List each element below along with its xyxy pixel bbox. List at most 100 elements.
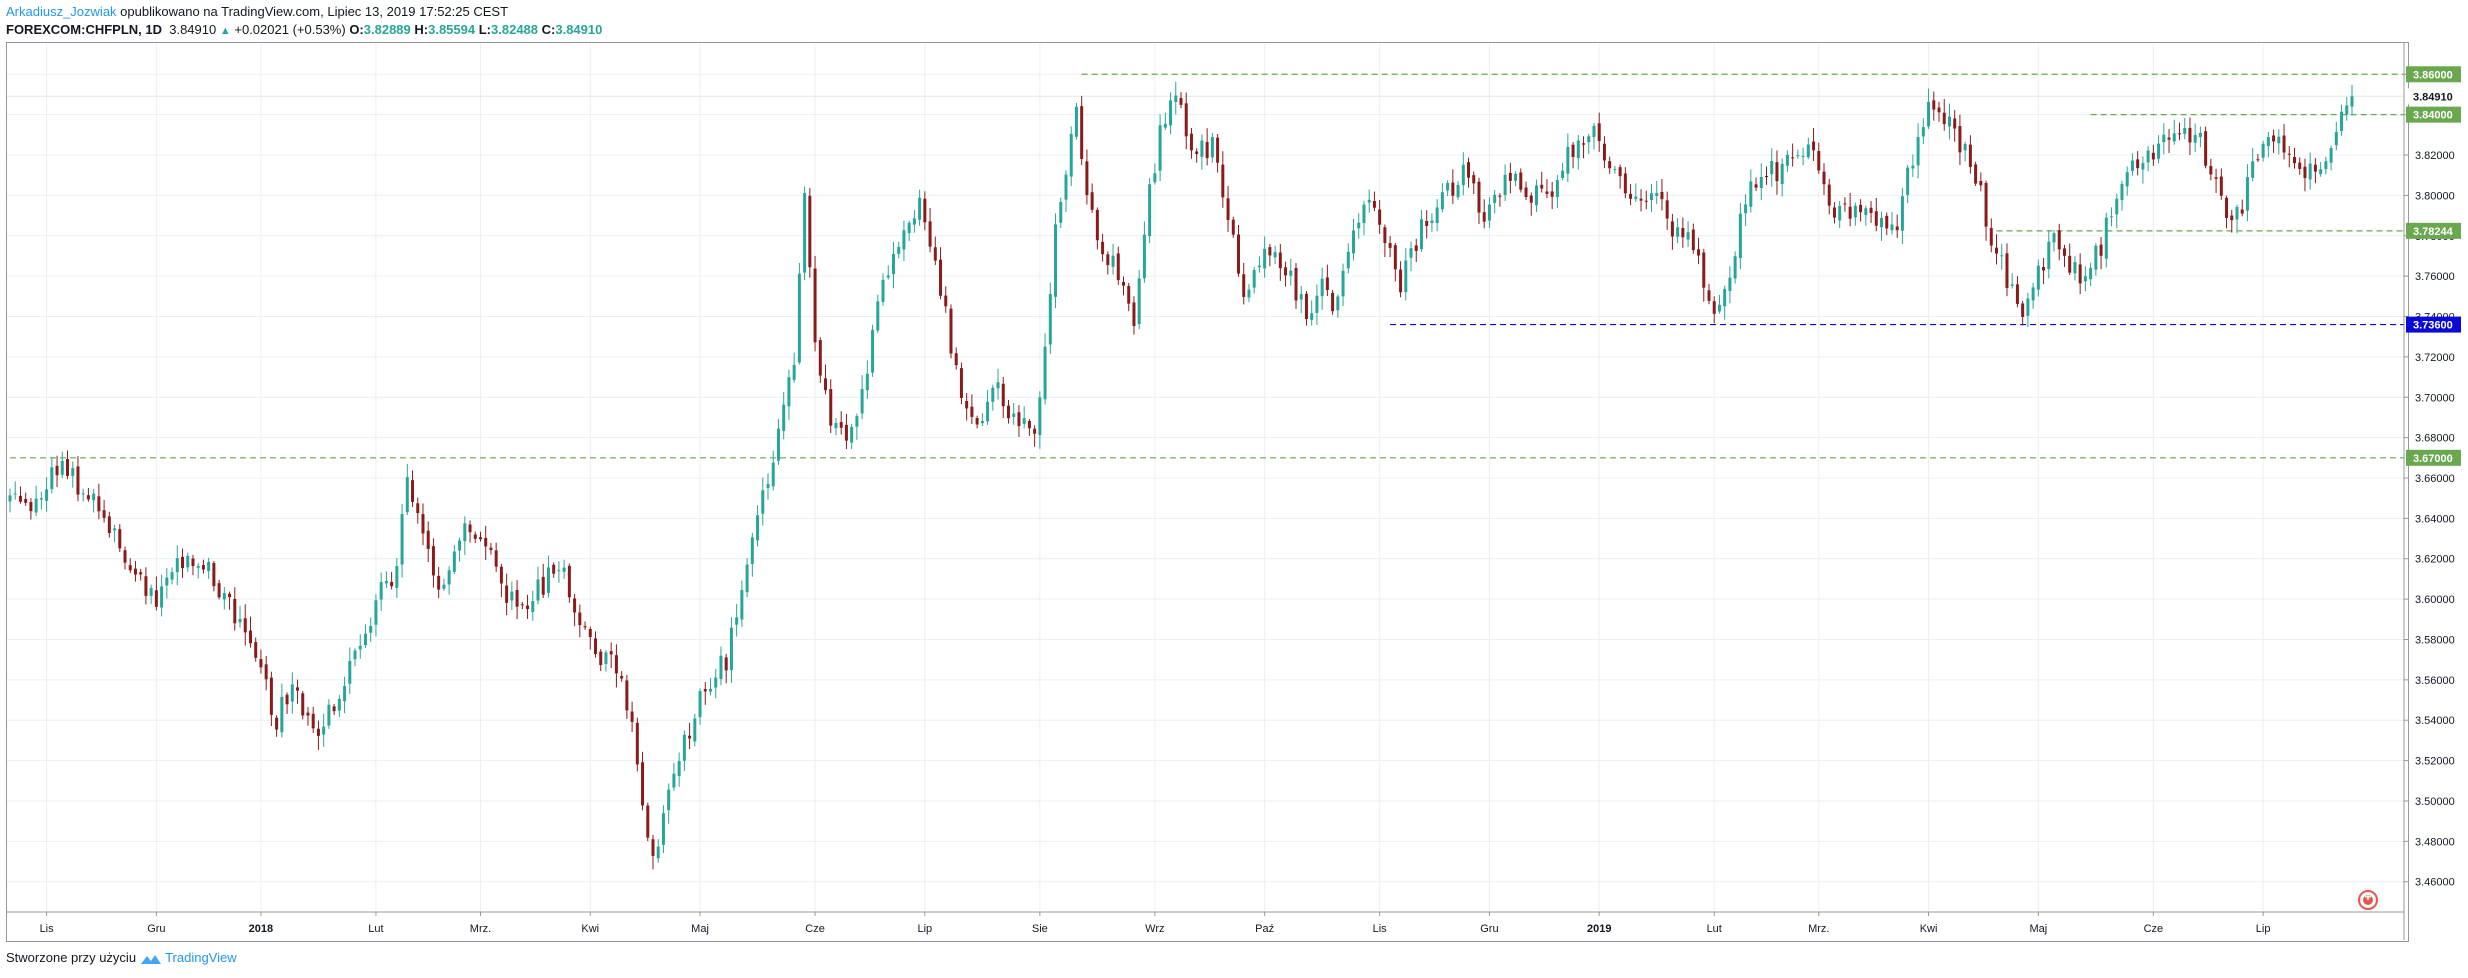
candle-body: [2026, 298, 2030, 316]
candle-body: [2225, 197, 2229, 218]
candle-body: [212, 563, 216, 587]
candle-body: [275, 717, 279, 730]
candle-body: [2021, 303, 2025, 317]
y-tick-label: 3.48000: [2415, 836, 2455, 848]
candle-body: [395, 566, 399, 588]
candle-body: [1132, 302, 1136, 327]
candle-body: [1153, 173, 1157, 183]
candle-body: [1169, 100, 1173, 126]
candle-body: [1927, 101, 1931, 127]
candle-body: [1226, 198, 1230, 221]
candle-body: [1629, 193, 1633, 199]
y-tick-label: 3.82000: [2415, 150, 2455, 162]
candle-body: [954, 353, 958, 366]
y-tick-label: 3.60000: [2415, 594, 2455, 606]
candle-body: [60, 460, 64, 475]
candle-body: [2350, 96, 2354, 107]
y-tick-label: 3.50000: [2415, 796, 2455, 808]
candle-body: [416, 503, 420, 514]
candle-body: [1399, 269, 1403, 293]
candle-body: [1634, 196, 1638, 200]
candle-body: [374, 600, 378, 625]
candle-body: [1383, 227, 1387, 243]
tradingview-brand-link[interactable]: TradingView: [165, 950, 237, 965]
candle-body: [170, 572, 174, 580]
candle-body: [1995, 247, 1999, 254]
candle-body: [834, 422, 838, 429]
chart-frame[interactable]: [6, 42, 2409, 942]
candle-body: [1686, 232, 1690, 240]
candle-body: [2089, 267, 2093, 280]
candle-body: [1357, 222, 1361, 229]
published-text: opublikowano na TradingView.com, Lipiec …: [120, 4, 509, 19]
y-tick-label: 3.64000: [2415, 513, 2455, 525]
author-link[interactable]: Arkadiusz_Jozwiak: [6, 4, 117, 19]
candle-body: [2031, 287, 2035, 301]
candle-body: [766, 484, 770, 489]
candle-body: [1885, 215, 1889, 229]
candle-body: [745, 564, 749, 593]
candle-body: [933, 247, 937, 261]
candle-body: [1540, 184, 1544, 189]
candle-body: [1352, 230, 1356, 254]
candle-body: [2198, 132, 2202, 138]
candle-body: [1289, 270, 1293, 276]
candle-body: [2073, 262, 2077, 274]
candle-body: [353, 650, 357, 660]
candle-body: [520, 604, 524, 606]
candle-body: [1127, 285, 1131, 304]
candle-body: [531, 601, 535, 612]
candle-body: [2319, 169, 2323, 175]
candle-body: [484, 537, 488, 547]
add-alert-icon[interactable]: [2358, 890, 2378, 910]
candle-body: [1284, 267, 1288, 276]
candle-body: [139, 572, 143, 575]
candle-body: [599, 651, 603, 666]
candle-body: [850, 426, 854, 443]
candle-body: [165, 577, 169, 586]
candle-body: [113, 528, 117, 531]
candle-body: [2298, 162, 2302, 169]
candle-body: [1968, 144, 1972, 167]
candle-body: [1665, 200, 1669, 219]
candle-body: [1048, 294, 1052, 345]
candle-body: [1247, 289, 1251, 298]
candle-body: [337, 698, 341, 711]
candle-body: [1430, 220, 1434, 224]
y-tick-label: 3.68000: [2415, 433, 2455, 445]
candle-body: [348, 660, 352, 684]
candle-body: [2334, 131, 2338, 146]
close-value: 3.84910: [555, 22, 603, 37]
candle-body: [1367, 199, 1371, 203]
x-tick-label: Lip: [2256, 923, 2271, 935]
candle-body: [583, 626, 587, 628]
candle-body: [2230, 215, 2234, 221]
candle-body: [1765, 175, 1768, 178]
candle-body: [2125, 172, 2129, 187]
candle-body: [2136, 159, 2140, 169]
x-tick-label: Wrz: [1145, 923, 1164, 935]
candle-body: [2120, 184, 2124, 201]
candle-body: [735, 617, 739, 625]
candle-body: [1676, 227, 1680, 237]
candle-body: [667, 789, 671, 811]
candle-body: [1273, 252, 1277, 258]
candle-body: [1231, 219, 1235, 235]
candle-body: [1419, 219, 1423, 250]
candle-body: [829, 389, 833, 426]
x-tick-label: Maj: [2029, 923, 2047, 935]
candle-body: [1503, 174, 1507, 195]
candle-body: [1080, 106, 1084, 159]
level-label: 3.78244: [2413, 226, 2454, 238]
candle-body: [1524, 187, 1528, 198]
candle-body: [322, 726, 326, 735]
candle-body: [24, 498, 28, 503]
level-label: 3.86000: [2413, 69, 2453, 81]
candle-body: [1341, 270, 1345, 297]
x-tick-label: Paź: [1255, 923, 1274, 935]
candle-body: [1639, 198, 1643, 201]
candle-body: [1456, 184, 1460, 198]
candle-body: [1608, 161, 1612, 169]
candle-body: [66, 459, 70, 476]
